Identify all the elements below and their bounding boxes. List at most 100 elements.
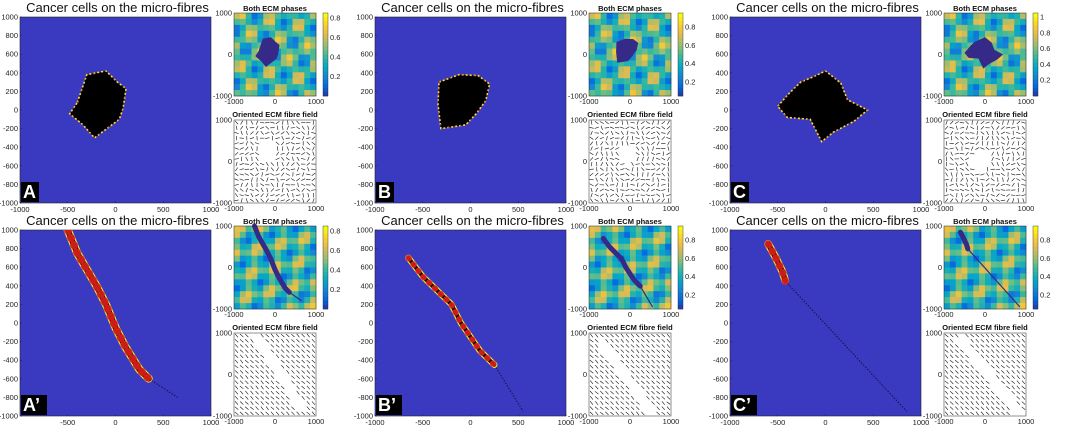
ecm-cell: [612, 54, 619, 61]
colorbar-segment: [323, 267, 328, 272]
ecm-cell: [234, 285, 241, 292]
ecm-cell: [630, 297, 637, 304]
ecm-cell: [234, 30, 241, 38]
x-tick-label: 1000: [913, 418, 930, 427]
ecm-cell: [263, 78, 270, 85]
ecm-cell: [245, 66, 252, 73]
fibre-segment: [250, 120, 254, 125]
fibre-segment: [636, 411, 640, 416]
ecm-cell: [304, 231, 311, 239]
ecm-cell: [1014, 66, 1021, 73]
ecm-cell: [589, 18, 596, 26]
fibre-segment: [980, 380, 985, 385]
ecm-cell: [269, 243, 276, 251]
colorbar-segment: [678, 33, 683, 39]
y-tick-label: -400: [358, 356, 373, 365]
ecm-cell: [1008, 273, 1015, 280]
ecm-cell: [996, 303, 1003, 310]
fibre-segment: [311, 344, 316, 348]
ecm-cell: [239, 237, 247, 245]
fibre-segment: [1021, 172, 1025, 177]
fibre-segment: [301, 339, 306, 343]
ecm-cell: [967, 226, 974, 233]
ecm-cell: [944, 42, 951, 49]
ecm-cell: [949, 72, 957, 79]
fibre-segment: [960, 141, 964, 146]
ecm-cell: [944, 273, 951, 280]
ecm-cell: [600, 303, 607, 310]
colorbar-tick-label: 0.4: [330, 265, 340, 274]
colorbar-segment: [678, 263, 683, 268]
ecm-cell: [996, 297, 1003, 304]
ecm-cell: [269, 279, 276, 286]
colorbar-segment: [678, 255, 683, 260]
fibre-segment: [996, 359, 1000, 364]
fibre-segment: [260, 333, 264, 338]
colorbar-tick-label: 0.2: [685, 291, 695, 300]
ecm-cell: [280, 18, 288, 26]
fibre-segment: [286, 151, 290, 156]
fibre-segment: [985, 146, 990, 151]
ecm-cell: [630, 13, 637, 20]
tumour-layer: [437, 73, 491, 130]
ecm-cell: [280, 72, 288, 79]
fibre-segment: [641, 125, 645, 130]
x-tick-label: -1000: [365, 205, 384, 214]
y-tick-label: -200: [358, 337, 373, 346]
ecm-cell: [239, 231, 247, 239]
y-tick-label: 1000: [356, 226, 373, 235]
fibre-segment: [980, 173, 985, 176]
fibre-segment: [255, 156, 259, 161]
fibre-segment: [975, 349, 980, 353]
fibre-segment: [1007, 141, 1009, 146]
ecm-cell: [985, 90, 992, 97]
ecm-cell: [1002, 285, 1009, 292]
ecm-cell: [275, 78, 282, 85]
ecm-cell: [1020, 54, 1027, 61]
fibre-segment: [955, 136, 959, 140]
ecm-cell: [1002, 30, 1009, 38]
ecm-cell: [949, 42, 957, 49]
x-tick-label: 500: [867, 418, 880, 427]
fibre-segment: [250, 380, 254, 385]
fibre-segment: [965, 370, 969, 374]
fibre-segment: [646, 188, 650, 193]
ecm-cell: [618, 36, 625, 43]
fibre-segment: [641, 370, 645, 374]
fibre-segment: [239, 401, 244, 405]
ecm-cell: [251, 60, 258, 67]
fibre-segment: [312, 198, 315, 203]
fibre-segment: [975, 183, 980, 187]
fibre-segment: [625, 188, 630, 192]
ecm-cell: [589, 237, 596, 245]
fibre-segment: [245, 125, 248, 130]
ecm-cell: [589, 243, 596, 251]
ecm-cell: [665, 18, 672, 26]
ecm-cell: [996, 261, 1003, 268]
ecm-cell: [589, 285, 596, 292]
fibre-field: [234, 333, 316, 416]
ecm-cell: [635, 237, 643, 245]
fibre-segment: [964, 199, 970, 202]
fibre-segment: [604, 189, 610, 192]
colorbar-segment: [1033, 71, 1038, 76]
fibre-segment: [270, 339, 275, 343]
ecm-cell: [944, 24, 951, 32]
fibre-segment: [965, 406, 969, 410]
fibre-segment: [1016, 370, 1020, 374]
fibre-segment: [270, 333, 274, 338]
fibre-segment: [996, 125, 1000, 130]
y-tick-label: 400: [5, 281, 18, 290]
tumour-cells: [776, 70, 869, 143]
ecm-cell: [286, 273, 293, 280]
ecm-cell: [653, 90, 660, 97]
fibre-segment: [595, 151, 598, 156]
fibre-segment: [965, 151, 969, 156]
ecm-cell: [257, 279, 264, 286]
fibre-segment: [630, 184, 635, 186]
fibre-segment: [255, 354, 259, 359]
colorbar-segment: [1033, 263, 1038, 268]
fibre-segment: [970, 126, 975, 130]
fibre-segment: [1001, 126, 1005, 130]
fibre-segment: [611, 172, 613, 177]
